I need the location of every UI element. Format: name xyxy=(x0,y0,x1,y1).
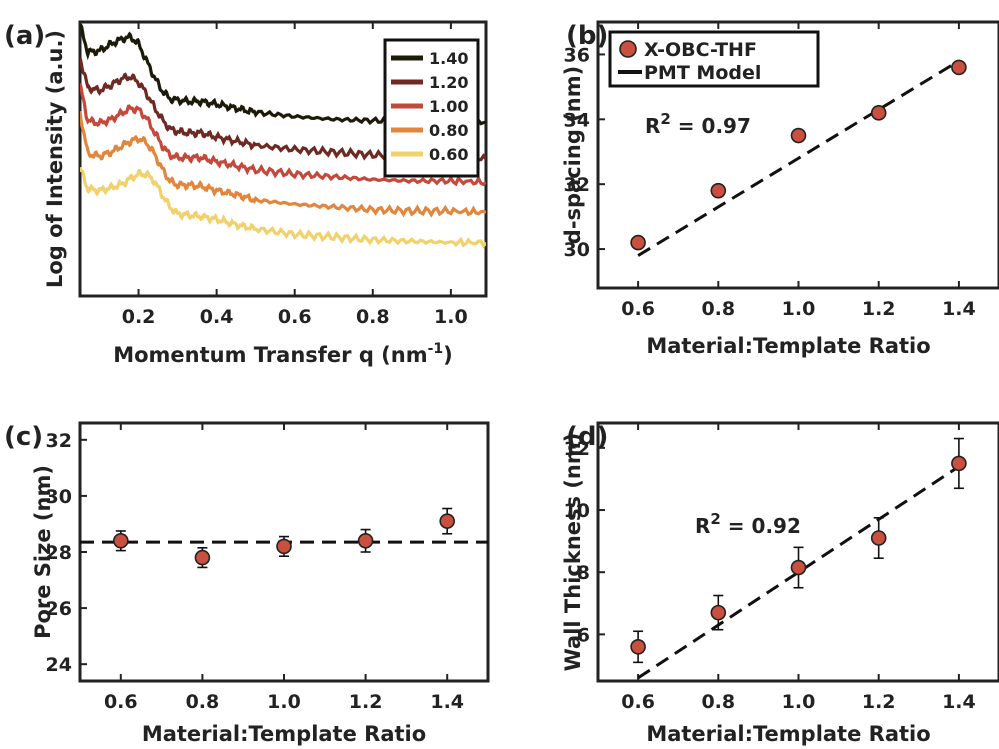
x-axis-label: Material:Template Ratio xyxy=(646,334,930,358)
y-tick-label: 34 xyxy=(564,109,590,131)
y-axis-label: Log of Intensity (a.u.) xyxy=(43,30,67,288)
panel-c: (c) 0.6 0.8 1.0 1.2 1.4 24 26 28 30 32 Material:Tem… xyxy=(4,421,490,746)
y-axis-label: Pore Size (nm) xyxy=(31,465,55,639)
x-tick-label: 0.8 xyxy=(186,691,220,713)
data-point xyxy=(790,127,807,144)
x-tick-label: 0.6 xyxy=(621,298,655,320)
x-tick-label: 0.4 xyxy=(200,306,234,328)
x-tick-label: 1.0 xyxy=(434,306,468,328)
legend-label: 0.60 xyxy=(429,145,468,164)
y-tick-label: 36 xyxy=(564,44,590,66)
y-tick-label: 30 xyxy=(46,486,72,508)
x-tick-label: 0.8 xyxy=(356,306,390,328)
series-line-0.60 xyxy=(80,166,486,249)
data-point xyxy=(357,532,374,549)
series-line-1.20 xyxy=(80,57,486,165)
series-line-1.40 xyxy=(80,23,486,129)
panel-label: (a) xyxy=(4,21,45,51)
data-point xyxy=(790,559,807,576)
legend-label: 1.00 xyxy=(429,97,468,116)
r-squared-annotation: R2 = 0.97 xyxy=(645,110,751,138)
data-point xyxy=(710,604,727,621)
legend-box xyxy=(608,30,820,88)
data-point xyxy=(870,530,887,546)
legend-label: X-OBC-THF xyxy=(644,39,757,61)
x-axis-label: Material:Template Ratio xyxy=(646,722,930,746)
data-point xyxy=(630,639,646,655)
y-tick-label: 32 xyxy=(46,430,72,452)
data-point xyxy=(870,105,887,121)
legend-label: PMT Model xyxy=(644,62,761,84)
x-tick-label: 0.6 xyxy=(621,691,655,713)
panel-label: (b) xyxy=(566,21,608,51)
x-tick-label: 1.2 xyxy=(862,298,896,320)
y-tick-label: 12 xyxy=(564,438,590,460)
fit-line xyxy=(637,59,960,257)
fit-line xyxy=(637,465,960,680)
x-tick-label: 0.6 xyxy=(278,306,312,328)
panel-b: (b) 0.6 0.8 1.0 1.2 1.4 30 32 34 36 Material:Templ… xyxy=(561,20,999,358)
panel-a: (a) 0.2 0.4 0.6 0.8 1.0 Momentum Transfer q (n… xyxy=(4,20,488,367)
legend-label: 1.20 xyxy=(429,73,468,92)
data-point xyxy=(710,182,727,199)
data-point xyxy=(439,513,456,529)
x-tick-label: 1.0 xyxy=(782,298,816,320)
series-line-0.80 xyxy=(80,110,486,218)
y-tick-label: 8 xyxy=(577,562,590,584)
x-tick-label: 1.2 xyxy=(349,691,383,713)
y-tick-label: 6 xyxy=(577,624,590,646)
x-tick-label: 0.6 xyxy=(104,691,138,713)
x-axis-label: Momentum Transfer q (nm-1) xyxy=(113,341,453,367)
x-axis-label: Material:Template Ratio xyxy=(142,722,426,746)
x-tick-label: 1.4 xyxy=(942,298,976,320)
x-tick-label: 0.8 xyxy=(701,691,735,713)
x-tick-label: 1.4 xyxy=(942,691,976,713)
r-squared-annotation: R2 = 0.92 xyxy=(695,510,801,538)
y-tick-label: 28 xyxy=(46,542,72,564)
x-tick-label: 1.4 xyxy=(430,691,464,713)
panel-d: (d)0.6 0.8 1.0 1.2 1.4681012Material:Templat… xyxy=(561,421,999,746)
legend-label: 0.80 xyxy=(429,121,468,140)
y-axis-label: Wall Thickness (nm) xyxy=(561,433,585,672)
y-tick-label: 24 xyxy=(46,654,72,676)
x-tick-label: 1.0 xyxy=(782,691,816,713)
x-tick-label: 1.0 xyxy=(267,691,301,713)
data-point xyxy=(951,59,967,76)
y-tick-label: 26 xyxy=(46,598,72,620)
data-point xyxy=(194,549,211,566)
data-point xyxy=(630,234,646,251)
x-tick-label: 1.2 xyxy=(862,691,896,713)
x-tick-label: 0.2 xyxy=(122,306,156,328)
legend-label: 1.40 xyxy=(429,49,468,68)
y-axis-label: d-spacing (nm) xyxy=(561,66,585,244)
data-point xyxy=(113,532,129,549)
y-tick-label: 32 xyxy=(564,174,590,196)
panel-label: (c) xyxy=(4,422,43,452)
data-point xyxy=(951,455,967,472)
legend-marker xyxy=(619,40,637,58)
y-tick-label: 30 xyxy=(564,239,590,261)
y-tick-label: 10 xyxy=(564,500,590,522)
data-point xyxy=(276,538,292,555)
series-line-1.00 xyxy=(80,82,486,187)
x-tick-label: 0.8 xyxy=(701,298,735,320)
